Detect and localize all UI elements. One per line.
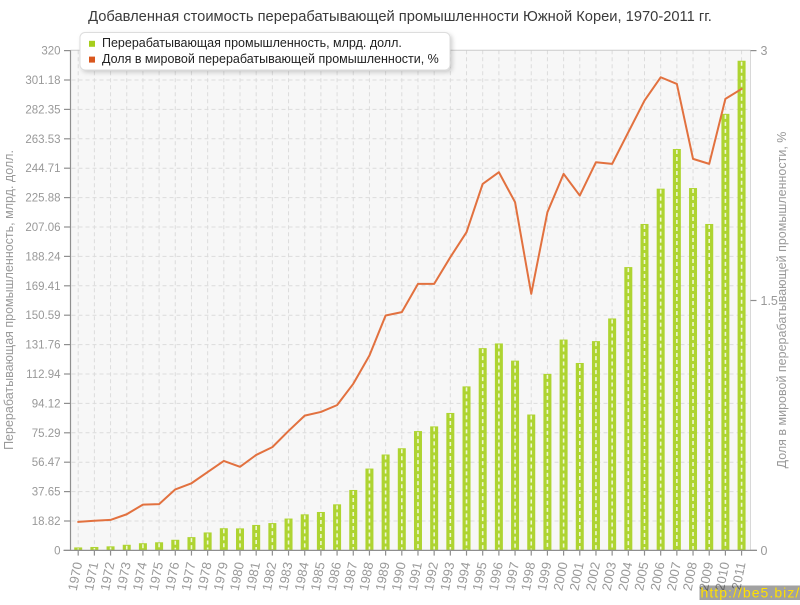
svg-text:244.71: 244.71	[25, 163, 60, 175]
svg-text:Перерабатывающая промышленност: Перерабатывающая промышленность, млрд. д…	[2, 150, 16, 450]
svg-text:Перерабатывающая промышленност: Перерабатывающая промышленность, млрд. д…	[102, 36, 402, 50]
svg-text:282.35: 282.35	[25, 104, 60, 116]
svg-text:37.65: 37.65	[32, 487, 61, 499]
svg-text:0: 0	[761, 544, 768, 558]
svg-text:0: 0	[54, 545, 60, 557]
svg-text:http://be5.biz/: http://be5.biz/	[701, 585, 800, 601]
svg-text:Доля в мировой перерабатывающе: Доля в мировой перерабатывающей промышле…	[102, 52, 439, 66]
svg-text:56.47: 56.47	[32, 457, 61, 469]
svg-text:320: 320	[41, 46, 60, 58]
svg-text:94.12: 94.12	[32, 398, 61, 410]
svg-text:301.18: 301.18	[25, 75, 60, 87]
svg-text:112.94: 112.94	[26, 369, 61, 381]
svg-text:75.29: 75.29	[32, 428, 61, 440]
svg-text:3: 3	[761, 44, 768, 58]
svg-text:169.41: 169.41	[25, 281, 60, 293]
svg-text:18.82: 18.82	[32, 516, 61, 528]
svg-text:Добавленная стоимость перераба: Добавленная стоимость перерабатывающей п…	[88, 9, 712, 25]
svg-text:225.88: 225.88	[25, 193, 60, 205]
svg-text:263.53: 263.53	[25, 134, 60, 146]
svg-text:188.24: 188.24	[25, 251, 61, 263]
svg-text:150.59: 150.59	[25, 310, 60, 322]
svg-text:207.06: 207.06	[25, 222, 60, 234]
svg-text:131.76: 131.76	[25, 340, 60, 352]
svg-text:Доля в мировой перерабатывающе: Доля в мировой перерабатывающей промышле…	[775, 132, 789, 469]
